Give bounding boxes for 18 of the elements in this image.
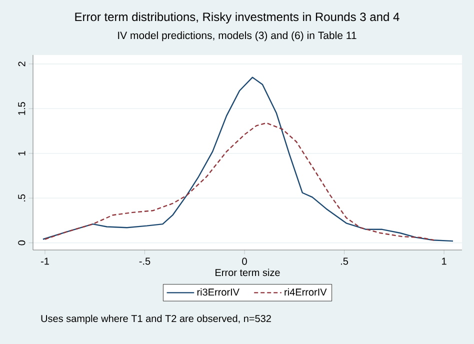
x-tick-label: .5 [341, 258, 348, 265]
y-tick-label: .5 [18, 194, 26, 202]
y-tick-label: 1 [18, 151, 26, 156]
x-tick-label: -.5 [139, 258, 150, 265]
legend-label: ri4ErrorIV [284, 288, 327, 296]
chart-title: Error term distributions, Risky investments in Rounds 3 and 4 [75, 12, 400, 24]
legend-label: ri3ErrorIV [197, 288, 240, 296]
y-tick-label: 0 [18, 240, 26, 246]
y-tick-label: 2 [18, 62, 26, 66]
line-series [42, 76, 454, 242]
text: Uses sample where T1 and T2 are observed, n=532 [41, 314, 271, 324]
x-tick-label: 0 [242, 258, 247, 265]
chart-subtitle: IV model predictions, models (3) and (6) in Table 11 [118, 31, 356, 42]
x-tick-label: -1 [40, 258, 49, 265]
x-axis-title: Error term size [216, 268, 280, 276]
line-series [44, 122, 435, 241]
x-tick-label: 1 [442, 258, 446, 265]
y-tick-label: 1.5 [18, 102, 26, 115]
